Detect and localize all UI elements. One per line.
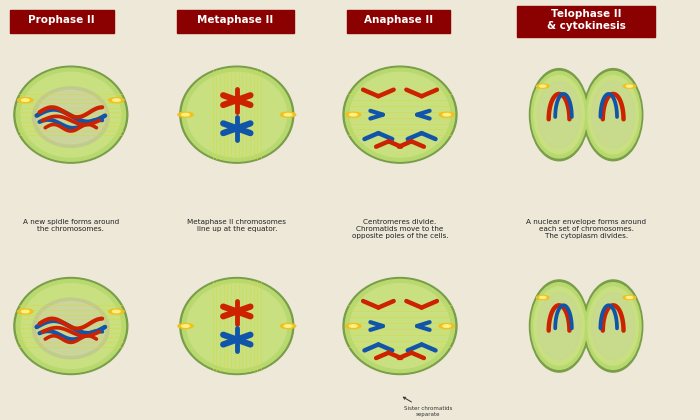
Ellipse shape (113, 310, 120, 313)
Ellipse shape (32, 298, 109, 359)
Ellipse shape (36, 90, 105, 144)
Text: Metaphase II chromosomes
line up at the equator.: Metaphase II chromosomes line up at the … (188, 219, 286, 232)
Ellipse shape (178, 323, 193, 328)
FancyBboxPatch shape (176, 10, 294, 33)
Ellipse shape (349, 113, 357, 116)
Ellipse shape (439, 323, 454, 328)
Text: Prophase II: Prophase II (29, 15, 95, 25)
Ellipse shape (443, 325, 451, 327)
Ellipse shape (233, 99, 240, 101)
Ellipse shape (108, 309, 124, 314)
Ellipse shape (536, 295, 549, 299)
Ellipse shape (531, 283, 587, 369)
Ellipse shape (346, 112, 361, 117)
Ellipse shape (540, 85, 546, 87)
Ellipse shape (343, 66, 457, 163)
Ellipse shape (538, 293, 580, 360)
Ellipse shape (592, 293, 635, 360)
Text: Metaphase II: Metaphase II (197, 15, 274, 25)
Ellipse shape (531, 71, 587, 158)
Ellipse shape (32, 87, 109, 147)
Text: A nuclear envelope forms around
each set of chromosomes.
The cytoplasm divides.: A nuclear envelope forms around each set… (526, 219, 646, 239)
Ellipse shape (233, 127, 240, 129)
Ellipse shape (626, 297, 633, 299)
Ellipse shape (345, 68, 455, 161)
Ellipse shape (540, 297, 546, 299)
Text: Telophase II
& cytokinesis: Telophase II & cytokinesis (547, 9, 626, 31)
Ellipse shape (22, 310, 29, 313)
Ellipse shape (187, 284, 286, 368)
Ellipse shape (588, 287, 638, 365)
Ellipse shape (623, 84, 636, 88)
Ellipse shape (180, 278, 294, 375)
Ellipse shape (585, 283, 641, 369)
Ellipse shape (180, 66, 294, 163)
Ellipse shape (443, 113, 451, 116)
Ellipse shape (529, 68, 589, 161)
Ellipse shape (182, 279, 291, 373)
Ellipse shape (585, 71, 641, 158)
Ellipse shape (529, 280, 589, 372)
Ellipse shape (281, 112, 295, 117)
Ellipse shape (108, 98, 124, 102)
Ellipse shape (281, 323, 295, 328)
Ellipse shape (343, 278, 457, 375)
Ellipse shape (233, 310, 240, 313)
Ellipse shape (623, 295, 636, 299)
Ellipse shape (588, 76, 638, 154)
Text: Sister chromatids
separate: Sister chromatids separate (403, 397, 452, 417)
Ellipse shape (18, 98, 33, 102)
Ellipse shape (36, 302, 105, 355)
Text: A new spidle forms around
the chromosomes.: A new spidle forms around the chromosome… (22, 219, 119, 232)
Ellipse shape (22, 99, 29, 101)
Ellipse shape (349, 325, 357, 327)
Ellipse shape (592, 81, 635, 148)
Ellipse shape (182, 68, 291, 161)
Ellipse shape (439, 112, 454, 117)
Text: Centromeres divide.
Chromatids move to the
opposite poles of the cells.: Centromeres divide. Chromatids move to t… (351, 219, 448, 239)
Ellipse shape (16, 68, 125, 161)
Ellipse shape (538, 81, 580, 148)
Ellipse shape (536, 84, 549, 88)
Ellipse shape (21, 72, 120, 157)
FancyBboxPatch shape (517, 6, 655, 37)
Ellipse shape (584, 280, 643, 372)
Ellipse shape (534, 287, 584, 365)
FancyBboxPatch shape (347, 10, 450, 33)
Ellipse shape (18, 309, 33, 314)
Ellipse shape (350, 72, 450, 157)
Ellipse shape (182, 113, 190, 116)
Ellipse shape (284, 325, 292, 327)
Ellipse shape (233, 339, 240, 341)
Ellipse shape (626, 85, 633, 87)
Ellipse shape (350, 284, 450, 368)
FancyBboxPatch shape (10, 10, 113, 33)
Ellipse shape (14, 278, 128, 375)
Ellipse shape (346, 323, 361, 328)
Ellipse shape (178, 112, 193, 117)
Ellipse shape (182, 325, 190, 327)
Ellipse shape (345, 279, 455, 373)
Ellipse shape (584, 68, 643, 161)
Ellipse shape (187, 72, 286, 157)
Ellipse shape (113, 99, 120, 101)
Ellipse shape (284, 113, 292, 116)
Ellipse shape (16, 279, 125, 373)
Text: Anaphase II: Anaphase II (364, 15, 433, 25)
Ellipse shape (21, 284, 120, 368)
Ellipse shape (14, 66, 128, 163)
Ellipse shape (534, 76, 584, 154)
